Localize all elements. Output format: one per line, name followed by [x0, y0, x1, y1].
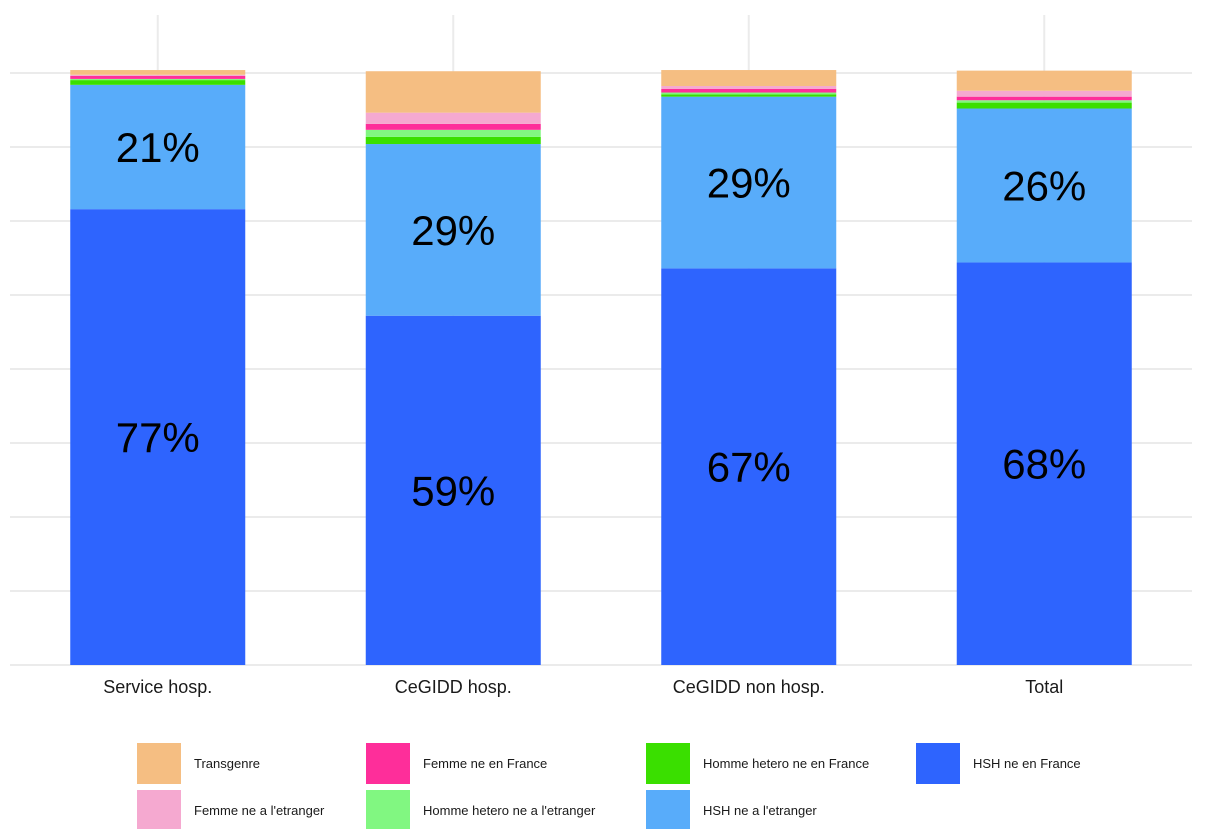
legend-swatch	[646, 790, 690, 829]
legend-item-homme-hetero-ne-en-france: Homme hetero ne en France	[646, 743, 869, 784]
bar-segment-hsh-ne-en-france	[661, 268, 837, 665]
legend-swatch	[366, 743, 410, 784]
x-tick-label: CeGIDD non hosp.	[673, 677, 825, 697]
bar-segment-homme-hetero-ne-a-l-etranger	[70, 78, 246, 81]
x-tick-label: CeGIDD hosp.	[395, 677, 512, 697]
bar-segment-hsh-ne-a-l-etranger	[956, 108, 1132, 263]
bar-segment-homme-hetero-ne-en-france	[70, 80, 246, 85]
bar-segment-hsh-ne-a-l-etranger	[661, 96, 837, 269]
bar-segment-femme-ne-en-france	[661, 88, 837, 93]
bar-segment-homme-hetero-ne-a-l-etranger	[365, 129, 541, 137]
data-label: 77%	[116, 414, 200, 461]
legend-item-transgenre: Transgenre	[137, 743, 260, 784]
bars	[70, 70, 1132, 665]
bar-segment-femme-ne-en-france	[956, 96, 1132, 101]
data-label: 68%	[1002, 441, 1086, 488]
legend-swatch	[366, 790, 410, 829]
legend-item-hsh-ne-en-france: HSH ne en France	[916, 743, 1081, 784]
legend-item-homme-hetero-ne-a-l-etranger: Homme hetero ne a l'etranger	[366, 790, 596, 829]
legend-label: Femme ne en France	[423, 756, 547, 771]
bar-segment-femme-ne-en-france	[365, 123, 541, 130]
legend-item-hsh-ne-a-l-etranger: HSH ne a l'etranger	[646, 790, 817, 829]
bar-segment-transgenre	[956, 70, 1132, 91]
bar-segment-femme-ne-a-l-etranger	[956, 90, 1132, 97]
bar-segment-homme-hetero-ne-en-france	[661, 94, 837, 97]
data-label: 21%	[116, 124, 200, 171]
x-tick-label: Total	[1025, 677, 1063, 697]
bar-segment-homme-hetero-ne-a-l-etranger	[956, 100, 1132, 103]
bar-segment-hsh-ne-en-france	[365, 315, 541, 665]
legend-label: HSH ne en France	[973, 756, 1081, 771]
legend-label: Homme hetero ne a l'etranger	[423, 803, 596, 818]
bar-segment-hsh-ne-a-l-etranger	[365, 144, 541, 316]
x-axis-tick-labels: Service hosp. CeGIDD hosp. CeGIDD non hosp…	[103, 677, 1063, 697]
legend-swatch	[137, 790, 181, 829]
bar-segment-transgenre	[661, 70, 837, 87]
bar-segment-hsh-ne-en-france	[956, 262, 1132, 665]
bar-segment-hsh-ne-en-france	[70, 209, 246, 665]
legend-label: Femme ne a l'etranger	[194, 803, 325, 818]
legend-label: Homme hetero ne en France	[703, 756, 869, 771]
x-tick-label: Service hosp.	[103, 677, 212, 697]
legend: Transgenre Femme ne en France Homme hetero…	[137, 743, 1081, 829]
bar-segment-homme-hetero-ne-a-l-etranger	[661, 92, 837, 95]
bar-segment-transgenre	[365, 71, 541, 113]
bar-segment-femme-ne-a-l-etranger	[365, 112, 541, 124]
data-label: 26%	[1002, 162, 1086, 209]
bar-segment-hsh-ne-a-l-etranger	[70, 84, 246, 210]
legend-item-femme-ne-en-france: Femme ne en France	[366, 743, 547, 784]
bar-segment-transgenre	[70, 70, 246, 75]
legend-label: HSH ne a l'etranger	[703, 803, 817, 818]
bar-segment-femme-ne-en-france	[70, 75, 246, 79]
data-label: 29%	[707, 160, 791, 207]
bar-segment-femme-ne-a-l-etranger	[70, 74, 246, 76]
bar-value-labels: 77% 21% 59% 29% 67% 29% 68% 26%	[116, 124, 1087, 514]
bar-segment-homme-hetero-ne-en-france	[956, 102, 1132, 109]
bar-segment-homme-hetero-ne-en-france	[365, 136, 541, 145]
legend-label: Transgenre	[194, 756, 260, 771]
data-label: 67%	[707, 444, 791, 491]
legend-swatch	[646, 743, 690, 784]
data-label: 29%	[411, 207, 495, 254]
legend-swatch	[916, 743, 960, 784]
data-label: 59%	[411, 467, 495, 514]
legend-item-femme-ne-a-l-etranger: Femme ne a l'etranger	[137, 790, 325, 829]
bar-segment-femme-ne-a-l-etranger	[661, 86, 837, 89]
legend-swatch	[137, 743, 181, 784]
